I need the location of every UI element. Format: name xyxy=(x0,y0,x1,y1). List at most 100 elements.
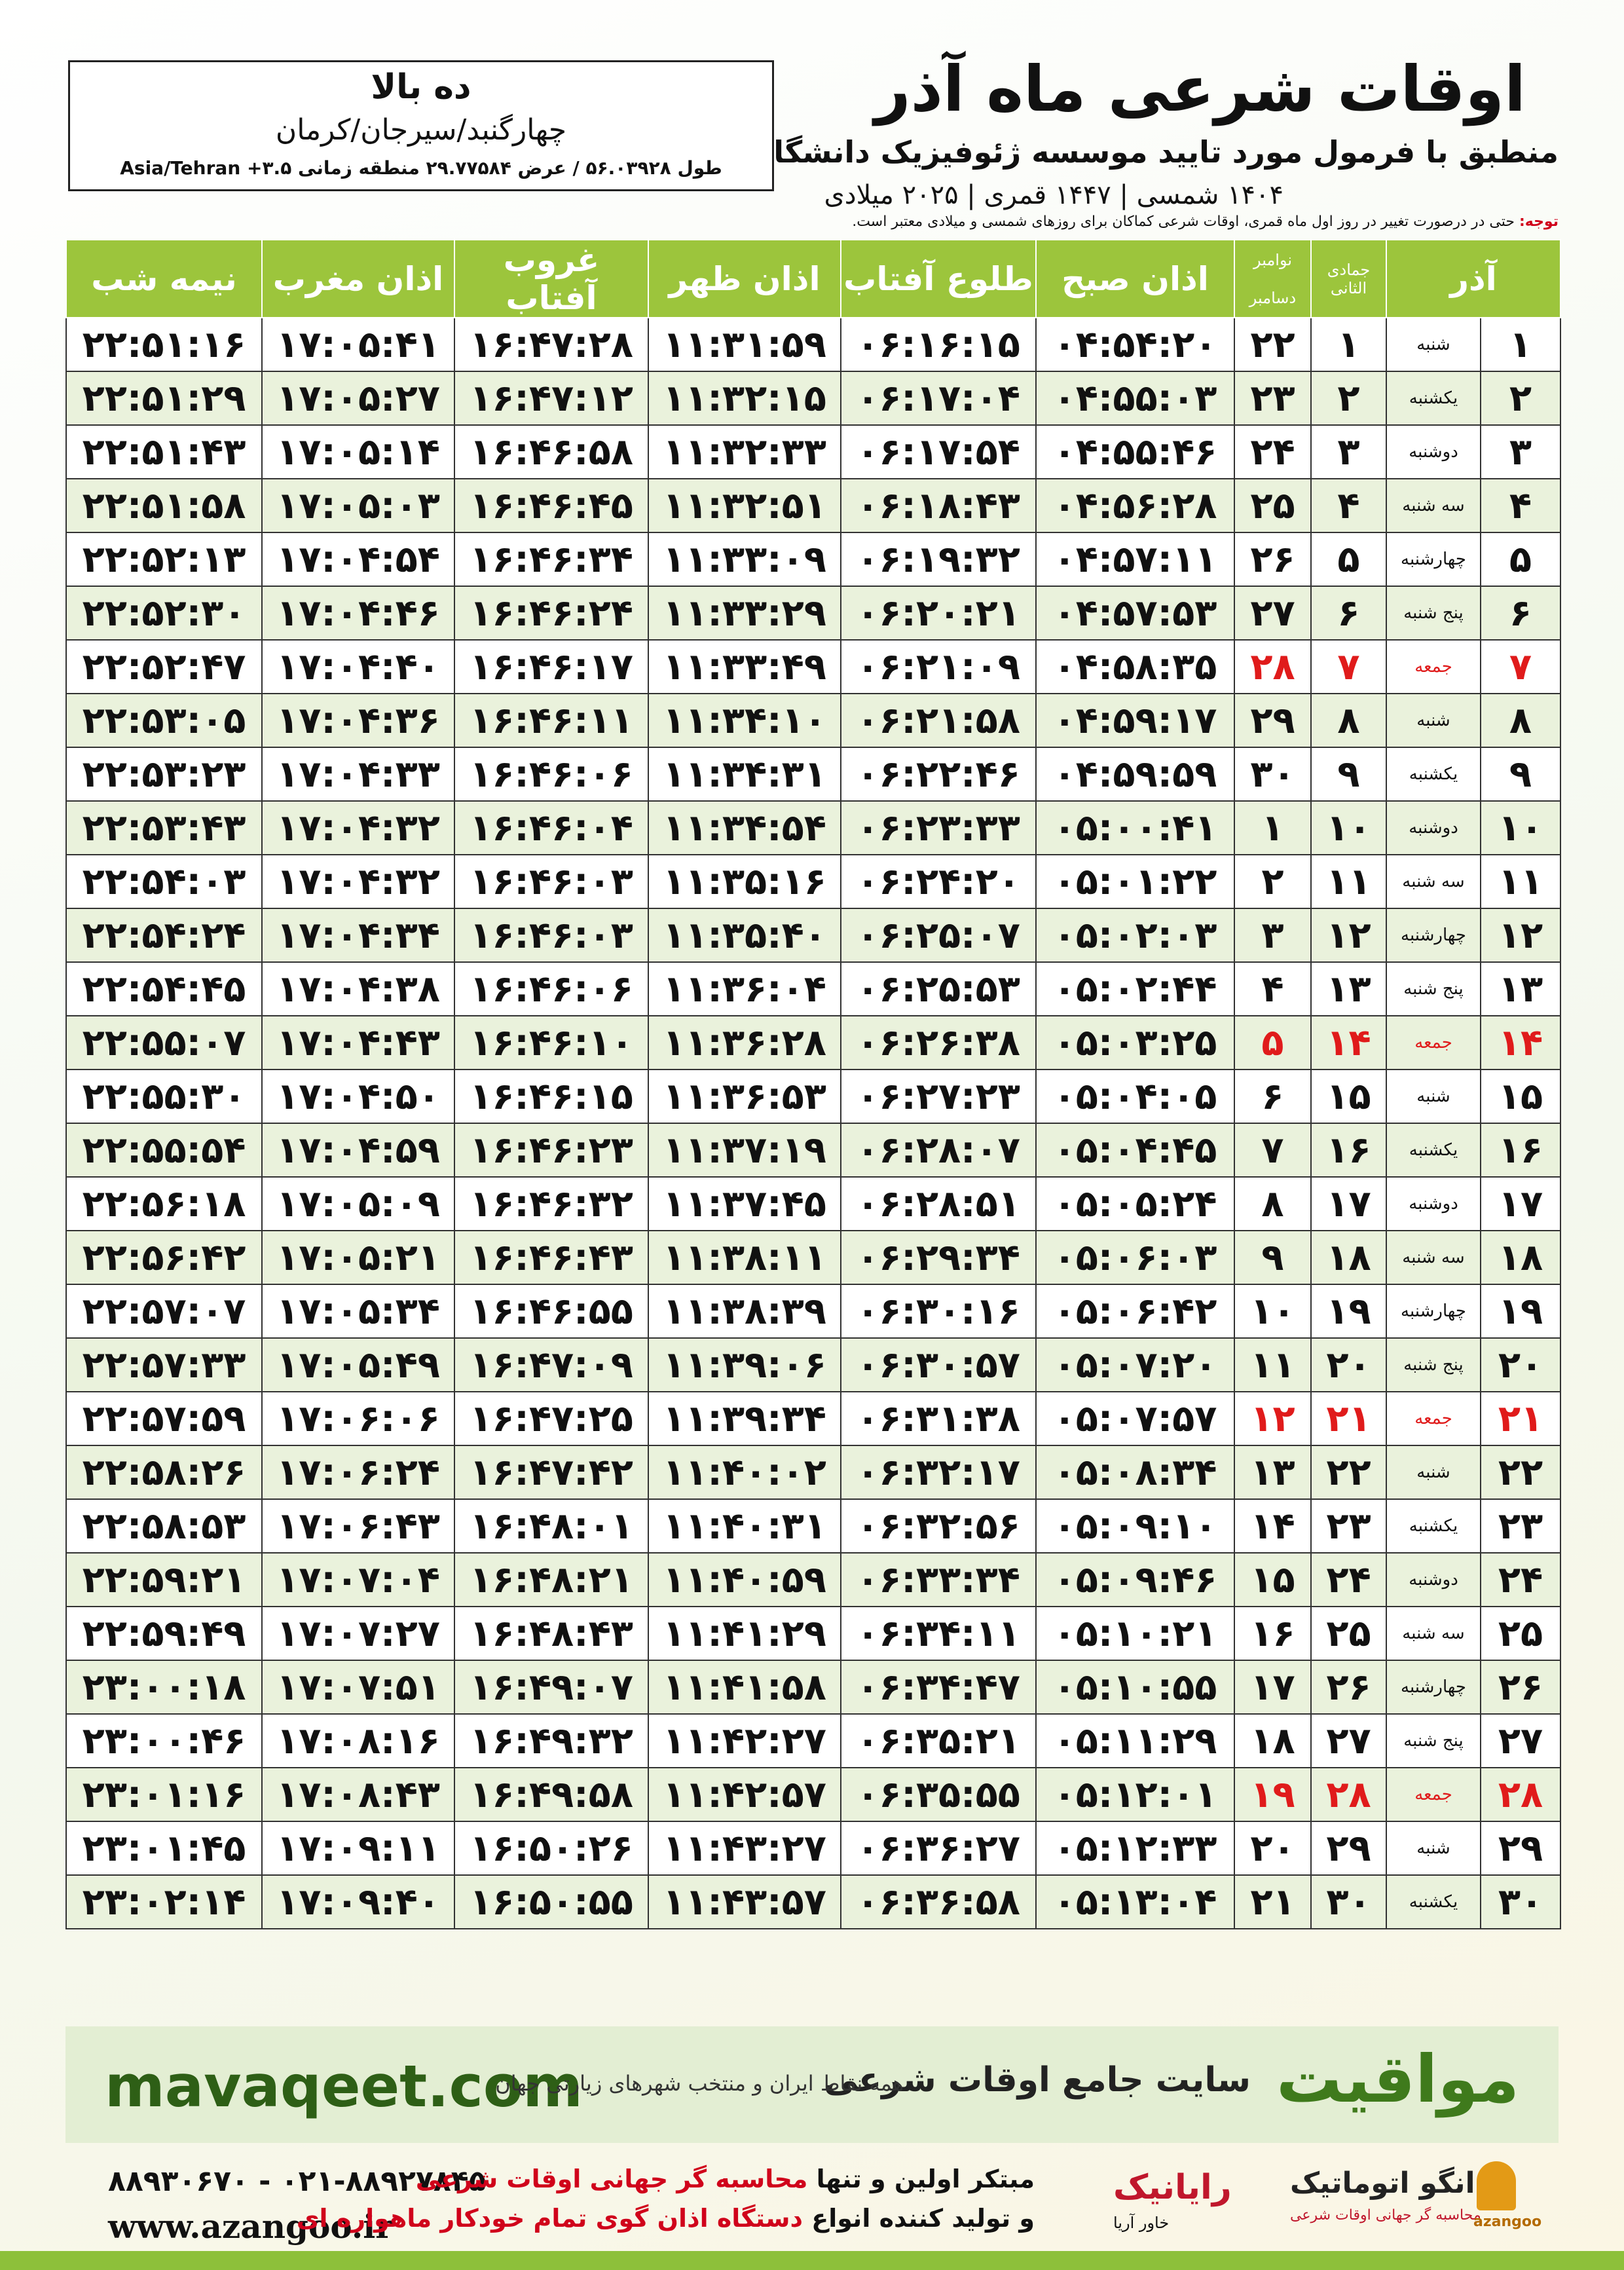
day-row: ۱۰ دوشنبه ۱۰ ۱ ۰۵:۰۰:۴۱ ۰۶:۲۳:۳۳ ۱۱:۳۴:۵۴ ۱۶:۴۶… xyxy=(65,800,1561,855)
midnight: ۲۳:۰۰:۴۶ xyxy=(65,1713,263,1768)
maghrib: ۱۷:۰۹:۱۱ xyxy=(261,1821,455,1876)
logo-text: اذانگو اتوماتیک xyxy=(1290,2167,1500,2200)
greg-day: ۲۲ xyxy=(1234,317,1312,372)
weekday: سه شنبه xyxy=(1386,478,1481,533)
day: ۲ xyxy=(1480,371,1561,426)
greg-day: ۱۷ xyxy=(1234,1660,1312,1715)
sunset: ۱۶:۴۶:۰۳ xyxy=(454,854,649,909)
dhuhr: ۱۱:۴۰:۳۱ xyxy=(648,1498,841,1554)
sunrise: ۰۶:۲۳:۳۳ xyxy=(840,800,1037,855)
greg-day: ۱۳ xyxy=(1234,1445,1312,1500)
sunrise: ۰۶:۱۷:۵۴ xyxy=(840,424,1037,479)
dhuhr: ۱۱:۴۳:۵۷ xyxy=(648,1874,841,1929)
dhuhr: ۱۱:۴۲:۵۷ xyxy=(648,1767,841,1822)
greg-day: ۲۸ xyxy=(1234,639,1312,694)
midnight: ۲۳:۰۲:۱۴ xyxy=(65,1874,263,1929)
weekday: پنج شنبه xyxy=(1386,961,1481,1016)
day-row: ۲۹ شنبه ۲۹ ۲۰ ۰۵:۱۲:۳۳ ۰۶:۳۶:۲۷ ۱۱:۴۳:۲۷ ۱۶:۵۰:… xyxy=(65,1821,1561,1876)
sunrise: ۰۶:۲۸:۰۷ xyxy=(840,1123,1037,1178)
maghrib: ۱۷:۰۴:۳۸ xyxy=(261,961,455,1016)
location-box: ده بالا چهارگنبد/سیرجان/کرمان طول ۵۶.۰۳۹… xyxy=(68,60,774,191)
maghrib: ۱۷:۰۵:۲۱ xyxy=(261,1230,455,1285)
weekday: پنج شنبه xyxy=(1386,586,1481,641)
maghrib: ۱۷:۰۵:۱۴ xyxy=(261,424,455,479)
maghrib: ۱۷:۰۹:۴۰ xyxy=(261,1874,455,1929)
fajr: ۰۵:۱۰:۲۱ xyxy=(1035,1606,1235,1661)
day: ۱۱ xyxy=(1480,854,1561,909)
sunrise: ۰۶:۲۵:۰۷ xyxy=(840,908,1037,963)
midnight: ۲۲:۵۵:۰۷ xyxy=(65,1015,263,1070)
greg-month: نوامبر xyxy=(1253,250,1293,269)
sunrise: ۰۶:۲۱:۰۹ xyxy=(840,639,1037,694)
sunset: ۱۶:۴۸:۴۳ xyxy=(454,1606,649,1661)
logo-text: رایانیک xyxy=(1113,2168,1232,2207)
day-row: ۹ یکشنبه ۹ ۳۰ ۰۴:۵۹:۵۹ ۰۶:۲۲:۴۶ ۱۱:۳۴:۳۱ ۱۶:۴۶:… xyxy=(65,747,1561,802)
sunrise: ۰۶:۳۶:۵۸ xyxy=(840,1874,1037,1929)
midnight: ۲۲:۵۱:۱۶ xyxy=(65,317,263,372)
weekday: سه شنبه xyxy=(1386,1606,1481,1661)
hijri-day: ۲۱ xyxy=(1310,1391,1387,1446)
dhuhr: ۱۱:۴۲:۲۷ xyxy=(648,1713,841,1768)
weekday: یکشنبه xyxy=(1386,1498,1481,1554)
hijri-day: ۲۹ xyxy=(1310,1821,1387,1876)
hijri-day: ۱۰ xyxy=(1310,800,1387,855)
sunrise: ۰۶:۲۲:۴۶ xyxy=(840,747,1037,802)
dhuhr: ۱۱:۳۹:۳۴ xyxy=(648,1391,841,1446)
logo-sub: محاسبه گر جهانی اوقات شرعی xyxy=(1290,2207,1481,2223)
greg-day: ۳۰ xyxy=(1234,747,1312,802)
weekday: یکشنبه xyxy=(1386,1874,1481,1929)
greg-day: ۷ xyxy=(1234,1123,1312,1178)
maghrib: ۱۷:۰۷:۰۴ xyxy=(261,1552,455,1607)
midnight: ۲۲:۵۵:۳۰ xyxy=(65,1069,263,1124)
dhuhr: ۱۱:۳۴:۳۱ xyxy=(648,747,841,802)
sunset: ۱۶:۴۶:۴۵ xyxy=(454,478,649,533)
dhuhr: ۱۱:۳۳:۴۹ xyxy=(648,639,841,694)
weekday: سه شنبه xyxy=(1386,854,1481,909)
maghrib: ۱۷:۰۵:۴۱ xyxy=(261,317,455,372)
greg-day: ۲۱ xyxy=(1234,1874,1312,1929)
hijri-day: ۲۶ xyxy=(1310,1660,1387,1715)
dhuhr: ۱۱:۴۰:۰۲ xyxy=(648,1445,841,1500)
hijri-day: ۱۴ xyxy=(1310,1015,1387,1070)
sunset: ۱۶:۴۶:۰۶ xyxy=(454,961,649,1016)
midnight: ۲۳:۰۱:۱۶ xyxy=(65,1767,263,1822)
day-row: ۲۶ چهارشنبه ۲۶ ۱۷ ۰۵:۱۰:۵۵ ۰۶:۳۴:۴۷ ۱۱:۴۱:۵۸ ۱۶… xyxy=(65,1660,1561,1715)
times-table: آذر جمادی الثانی نوامبر دسامبر اذان صبح طل… xyxy=(65,239,1561,1929)
day-row: ۲۲ شنبه ۲۲ ۱۳ ۰۵:۰۸:۳۴ ۰۶:۳۲:۱۷ ۱۱:۴۰:۰۲ ۱۶:۴۷:… xyxy=(65,1445,1561,1500)
midnight: ۲۲:۵۳:۲۳ xyxy=(65,747,263,802)
table-body: ۱ شنبه ۱ ۲۲ ۰۴:۵۴:۲۰ ۰۶:۱۶:۱۵ ۱۱:۳۱:۵۹ ۱۶:۴۷:۲۸… xyxy=(65,317,1561,1929)
greg-header: نوامبر دسامبر xyxy=(1234,239,1312,318)
greg-day: ۸ xyxy=(1234,1176,1312,1231)
sunset: ۱۶:۴۷:۲۵ xyxy=(454,1391,649,1446)
maghrib: ۱۷:۰۴:۳۳ xyxy=(261,747,455,802)
sunrise: ۰۶:۲۱:۵۸ xyxy=(840,693,1037,748)
maghrib: ۱۷:۰۷:۵۱ xyxy=(261,1660,455,1715)
midnight: ۲۲:۵۲:۳۰ xyxy=(65,586,263,641)
day-row: ۳ دوشنبه ۳ ۲۴ ۰۴:۵۵:۴۶ ۰۶:۱۷:۵۴ ۱۱:۳۲:۳۳ ۱۶:۴۶:… xyxy=(65,424,1561,479)
sunset: ۱۶:۴۶:۲۴ xyxy=(454,586,649,641)
weekday: جمعه xyxy=(1386,1767,1481,1822)
hijri-day: ۱۱ xyxy=(1310,854,1387,909)
website[interactable]: www.azangoo.ir xyxy=(108,2207,393,2246)
day: ۱۸ xyxy=(1480,1230,1561,1285)
day-row: ۱ شنبه ۱ ۲۲ ۰۴:۵۴:۲۰ ۰۶:۱۶:۱۵ ۱۱:۳۱:۵۹ ۱۶:۴۷:۲۸… xyxy=(65,317,1561,372)
day-row: ۱۱ سه شنبه ۱۱ ۲ ۰۵:۰۱:۲۲ ۰۶:۲۴:۲۰ ۱۱:۳۵:۱۶ ۱۶:۴… xyxy=(65,854,1561,909)
day: ۴ xyxy=(1480,478,1561,533)
sunrise: ۰۶:۱۹:۳۲ xyxy=(840,532,1037,587)
midnight: ۲۲:۵۲:۴۷ xyxy=(65,639,263,694)
weekday: شنبه xyxy=(1386,317,1481,372)
location-coords: طول ۵۶.۰۳۹۲۸ / عرض ۲۹.۷۷۵۸۴ منطقه زمانی … xyxy=(120,157,722,179)
sunset: ۱۶:۴۹:۰۷ xyxy=(454,1660,649,1715)
day-row: ۲۵ سه شنبه ۲۵ ۱۶ ۰۵:۱۰:۲۱ ۰۶:۳۴:۱۱ ۱۱:۴۱:۲۹ ۱۶:… xyxy=(65,1606,1561,1661)
fajr: ۰۴:۵۵:۴۶ xyxy=(1035,424,1235,479)
fajr: ۰۵:۰۹:۱۰ xyxy=(1035,1498,1235,1554)
banner-url[interactable]: mavaqeet.com xyxy=(105,2053,583,2120)
sunrise: ۰۶:۲۸:۵۱ xyxy=(840,1176,1037,1231)
greg-day: ۶ xyxy=(1234,1069,1312,1124)
fajr: ۰۵:۰۶:۰۳ xyxy=(1035,1230,1235,1285)
dhuhr: ۱۱:۳۲:۳۳ xyxy=(648,424,841,479)
greg-day: ۵ xyxy=(1234,1015,1312,1070)
weekday: چهارشنبه xyxy=(1386,908,1481,963)
weekday: دوشنبه xyxy=(1386,1176,1481,1231)
greg-day: ۲۰ xyxy=(1234,1821,1312,1876)
